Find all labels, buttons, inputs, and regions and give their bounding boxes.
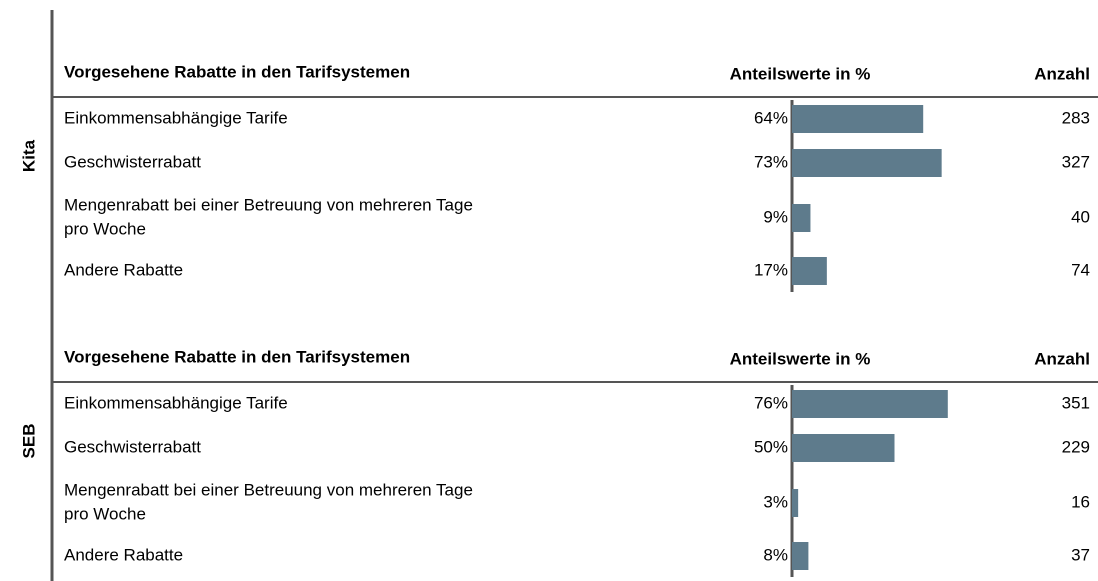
count: 229 [1062, 437, 1090, 456]
header-share: Anteilswerte in % [730, 349, 871, 368]
group-label: SEB [19, 424, 38, 459]
count: 283 [1062, 108, 1090, 127]
row-label: Andere Rabatte [64, 545, 183, 564]
count: 327 [1062, 152, 1090, 171]
header-category: Vorgesehene Rabatte in den Tarifsystemen [64, 347, 410, 366]
row-label: Mengenrabatt bei einer Betreuung von meh… [64, 195, 473, 214]
header-count: Anzahl [1034, 349, 1090, 368]
share-label: 17% [754, 260, 788, 279]
share-label: 9% [763, 207, 788, 226]
count: 351 [1062, 393, 1090, 412]
bar [792, 489, 799, 517]
share-label: 64% [754, 108, 788, 127]
count: 40 [1071, 207, 1090, 226]
row-label: Einkommensabhängige Tarife [64, 393, 288, 412]
bar [792, 390, 948, 418]
bar [792, 434, 895, 462]
share-label: 8% [763, 545, 788, 564]
row-label: Andere Rabatte [64, 260, 183, 279]
share-label: 50% [754, 437, 788, 456]
count: 16 [1071, 492, 1090, 511]
row-label: pro Woche [64, 504, 146, 523]
header-share: Anteilswerte in % [730, 64, 871, 83]
bar [792, 149, 942, 177]
row-label: Geschwisterrabatt [64, 152, 201, 171]
count: 74 [1071, 260, 1090, 279]
bar [792, 257, 827, 285]
group-label: Kita [19, 139, 38, 172]
row-label: Einkommensabhängige Tarife [64, 108, 288, 127]
share-label: 73% [754, 152, 788, 171]
bar [792, 204, 811, 232]
bar [792, 105, 924, 133]
share-label: 76% [754, 393, 788, 412]
row-label: Mengenrabatt bei einer Betreuung von meh… [64, 480, 473, 499]
bar [792, 542, 809, 570]
share-label: 3% [763, 492, 788, 511]
header-count: Anzahl [1034, 64, 1090, 83]
header-category: Vorgesehene Rabatte in den Tarifsystemen [64, 62, 410, 81]
row-label: Geschwisterrabatt [64, 437, 201, 456]
count: 37 [1071, 545, 1090, 564]
row-label: pro Woche [64, 219, 146, 238]
